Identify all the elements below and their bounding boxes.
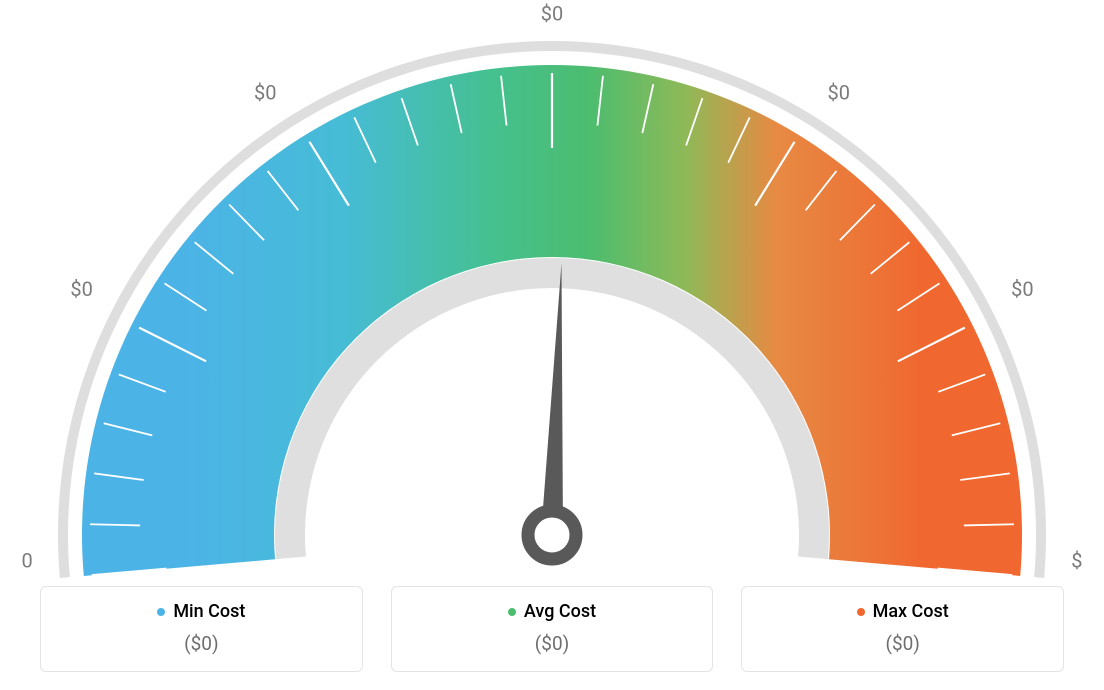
legend-label-max: Max Cost (873, 601, 949, 622)
dot-icon (508, 608, 516, 616)
gauge-svg: $0 $0 $0 $0 $0 $0 $0 (22, 0, 1082, 580)
gauge-scale-label: $0 (254, 80, 276, 104)
legend-label-min: Min Cost (173, 601, 245, 622)
gauge-scale-label: $0 (1011, 277, 1033, 301)
gauge-scale-label: $0 (541, 1, 563, 25)
gauge-chart: $0$0$0$0$0$0$0 (22, 0, 1082, 560)
legend-value-min: ($0) (51, 632, 352, 655)
gauge-hub (528, 511, 576, 559)
legend-title-max: Max Cost (857, 601, 949, 622)
legend-value-avg: ($0) (402, 632, 703, 655)
gauge-scale-label: $0 (1071, 548, 1082, 572)
gauge-scale-label: $0 (828, 80, 850, 104)
legend-title-min: Min Cost (157, 601, 245, 622)
legend-label-avg: Avg Cost (524, 601, 596, 622)
legend-card-min: Min Cost ($0) (40, 586, 363, 673)
cost-gauge-container: $0 $0 $0 $0 $0 $0 $0 Min Cost ($0) Avg Cost ($… (0, 0, 1104, 690)
legend-title-avg: Avg Cost (508, 601, 596, 622)
legend-card-avg: Avg Cost ($0) (391, 586, 714, 673)
gauge-scale-label: $0 (22, 548, 33, 572)
gauge-tick (964, 524, 1014, 525)
gauge-tick (90, 524, 140, 525)
legend-value-max: ($0) (752, 632, 1053, 655)
gauge-needle (541, 263, 563, 535)
legend-row: Min Cost ($0) Avg Cost ($0) Max Cost ($0… (40, 586, 1064, 673)
dot-icon (857, 608, 865, 616)
dot-icon (157, 608, 165, 616)
legend-card-max: Max Cost ($0) (741, 586, 1064, 673)
gauge-scale-label: $0 (70, 277, 92, 301)
